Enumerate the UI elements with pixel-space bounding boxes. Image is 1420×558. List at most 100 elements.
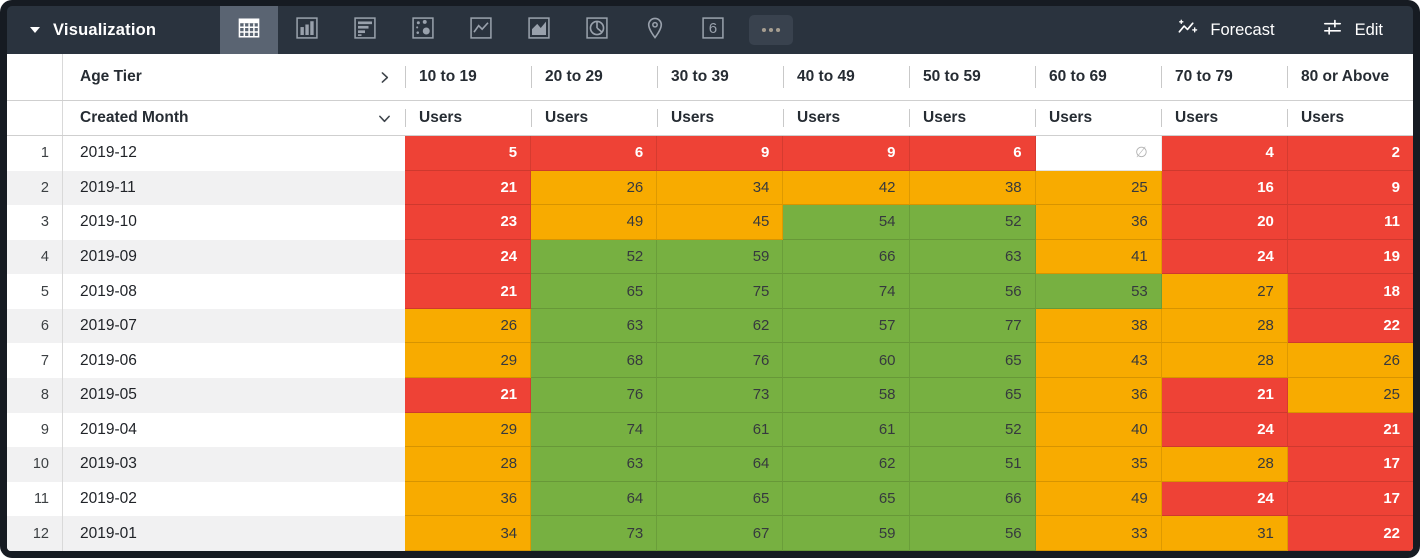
data-cell[interactable]: 63: [531, 308, 658, 344]
measure-header[interactable]: Users: [1035, 101, 1161, 135]
column-header[interactable]: 60 to 69: [1035, 54, 1161, 100]
data-cell[interactable]: 24: [1161, 412, 1288, 448]
viz-tab-table[interactable]: [220, 6, 278, 54]
data-cell[interactable]: 24: [405, 239, 532, 275]
row-label[interactable]: 2019-07: [62, 308, 405, 344]
data-cell[interactable]: 65: [657, 481, 784, 517]
data-cell[interactable]: 21: [1161, 378, 1288, 413]
visualization-dropdown[interactable]: Visualization: [7, 6, 220, 54]
data-cell[interactable]: 77: [909, 308, 1036, 344]
data-cell[interactable]: 6: [531, 136, 658, 171]
data-cell[interactable]: 59: [657, 239, 784, 275]
data-cell[interactable]: 66: [783, 239, 910, 275]
data-cell[interactable]: 18: [1287, 274, 1413, 309]
column-header[interactable]: 70 to 79: [1161, 54, 1287, 100]
data-cell[interactable]: 29: [405, 412, 532, 448]
data-cell[interactable]: 62: [657, 308, 784, 344]
measure-header[interactable]: Users: [405, 101, 531, 135]
measure-header[interactable]: Users: [1287, 101, 1413, 135]
measure-header[interactable]: Users: [531, 101, 657, 135]
data-cell[interactable]: 16: [1161, 170, 1288, 206]
data-cell[interactable]: 34: [657, 170, 784, 206]
data-cell[interactable]: 74: [783, 274, 910, 309]
column-header[interactable]: 40 to 49: [783, 54, 909, 100]
data-cell[interactable]: 9: [783, 136, 910, 171]
measure-header[interactable]: Users: [783, 101, 909, 135]
row-label[interactable]: 2019-09: [62, 239, 405, 275]
data-cell[interactable]: 43: [1035, 343, 1162, 379]
data-cell[interactable]: 17: [1287, 481, 1413, 517]
row-label[interactable]: 2019-04: [62, 412, 405, 448]
data-cell[interactable]: 31: [1161, 516, 1288, 551]
data-cell[interactable]: 19: [1287, 239, 1413, 275]
data-cell[interactable]: 20: [1161, 205, 1288, 240]
data-cell[interactable]: 36: [1035, 205, 1162, 240]
row-label[interactable]: 2019-02: [62, 481, 405, 517]
data-cell[interactable]: 62: [783, 447, 910, 482]
viz-tab-row[interactable]: [336, 6, 394, 54]
data-cell[interactable]: 65: [783, 481, 910, 517]
edit-button[interactable]: Edit: [1321, 16, 1383, 44]
data-cell-null[interactable]: ∅: [1035, 136, 1162, 171]
data-cell[interactable]: 26: [531, 170, 658, 206]
data-cell[interactable]: 9: [657, 136, 784, 171]
column-header[interactable]: 10 to 19: [405, 54, 531, 100]
data-cell[interactable]: 45: [657, 205, 784, 240]
data-cell[interactable]: 21: [1287, 412, 1413, 448]
data-cell[interactable]: 58: [783, 378, 910, 413]
data-cell[interactable]: 5: [405, 136, 532, 171]
data-cell[interactable]: 24: [1161, 239, 1288, 275]
row-label[interactable]: 2019-11: [62, 170, 405, 206]
data-cell[interactable]: 74: [531, 412, 658, 448]
data-cell[interactable]: 76: [657, 343, 784, 379]
data-cell[interactable]: 53: [1035, 274, 1162, 309]
data-cell[interactable]: 52: [909, 205, 1036, 240]
data-cell[interactable]: 28: [1161, 447, 1288, 482]
data-cell[interactable]: 64: [531, 481, 658, 517]
row-label[interactable]: 2019-01: [62, 516, 405, 551]
data-cell[interactable]: 63: [909, 239, 1036, 275]
data-cell[interactable]: 57: [783, 308, 910, 344]
data-cell[interactable]: 42: [783, 170, 910, 206]
viz-tab-single-value[interactable]: 6: [684, 6, 742, 54]
data-cell[interactable]: 61: [657, 412, 784, 448]
data-cell[interactable]: 22: [1287, 308, 1413, 344]
row-label[interactable]: 2019-12: [62, 136, 405, 171]
data-cell[interactable]: 22: [1287, 516, 1413, 551]
data-cell[interactable]: 51: [909, 447, 1036, 482]
data-cell[interactable]: 38: [1035, 308, 1162, 344]
data-cell[interactable]: 35: [1035, 447, 1162, 482]
data-cell[interactable]: 25: [1287, 378, 1413, 413]
data-cell[interactable]: 23: [405, 205, 532, 240]
data-cell[interactable]: 25: [1035, 170, 1162, 206]
data-cell[interactable]: 49: [531, 205, 658, 240]
data-cell[interactable]: 65: [909, 343, 1036, 379]
row-label[interactable]: 2019-03: [62, 447, 405, 482]
viz-tab-map[interactable]: [626, 6, 684, 54]
data-cell[interactable]: 26: [405, 308, 532, 344]
data-cell[interactable]: 9: [1287, 170, 1413, 206]
measure-header[interactable]: Users: [1161, 101, 1287, 135]
viz-tab-more[interactable]: [742, 6, 800, 54]
data-cell[interactable]: 63: [531, 447, 658, 482]
data-cell[interactable]: 61: [783, 412, 910, 448]
viz-tab-scatter[interactable]: [394, 6, 452, 54]
data-cell[interactable]: 29: [405, 343, 532, 379]
data-cell[interactable]: 28: [405, 447, 532, 482]
data-cell[interactable]: 36: [1035, 378, 1162, 413]
data-cell[interactable]: 34: [405, 516, 532, 551]
viz-tab-line[interactable]: [452, 6, 510, 54]
measure-header[interactable]: Users: [657, 101, 783, 135]
data-cell[interactable]: 73: [531, 516, 658, 551]
data-cell[interactable]: 52: [909, 412, 1036, 448]
column-header[interactable]: 50 to 59: [909, 54, 1035, 100]
data-cell[interactable]: 27: [1161, 274, 1288, 309]
data-cell[interactable]: 49: [1035, 481, 1162, 517]
row-label[interactable]: 2019-06: [62, 343, 405, 379]
viz-tab-bar[interactable]: [278, 6, 336, 54]
data-cell[interactable]: 64: [657, 447, 784, 482]
data-cell[interactable]: 2: [1287, 136, 1413, 171]
data-cell[interactable]: 59: [783, 516, 910, 551]
data-cell[interactable]: 33: [1035, 516, 1162, 551]
data-cell[interactable]: 26: [1287, 343, 1413, 379]
